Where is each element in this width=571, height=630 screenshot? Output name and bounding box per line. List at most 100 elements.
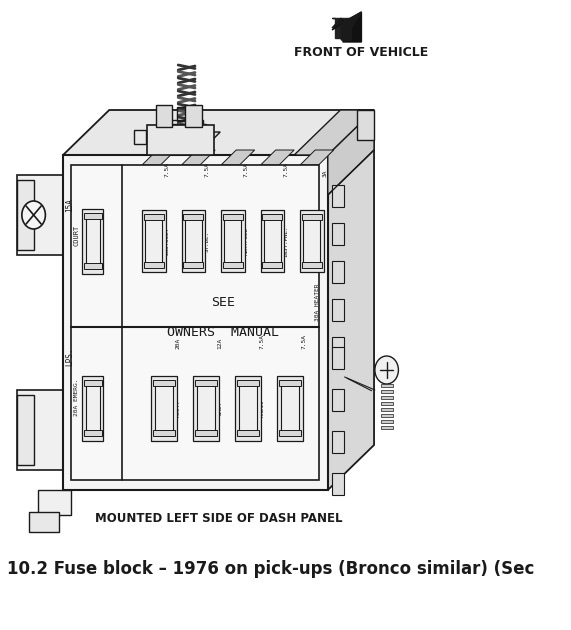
Bar: [221, 210, 244, 272]
Bar: [171, 120, 203, 128]
Polygon shape: [332, 12, 361, 40]
Bar: [332, 389, 344, 411]
Bar: [153, 430, 175, 436]
Text: 20A EMERG.: 20A EMERG.: [74, 378, 79, 416]
Bar: [332, 337, 344, 359]
Bar: [144, 262, 164, 268]
Bar: [84, 263, 102, 269]
Bar: [164, 128, 210, 146]
Text: LPS.: LPS.: [65, 348, 74, 366]
Bar: [381, 408, 392, 411]
Bar: [17, 175, 66, 255]
Bar: [381, 384, 392, 387]
Bar: [86, 384, 100, 433]
Bar: [381, 402, 392, 405]
Bar: [84, 380, 102, 386]
Bar: [82, 209, 103, 274]
Text: ST.BL.: ST.BL.: [204, 231, 210, 251]
Text: 7.5A: 7.5A: [244, 162, 249, 177]
Bar: [381, 414, 392, 417]
Bar: [235, 376, 260, 441]
Bar: [194, 376, 219, 441]
Bar: [300, 210, 324, 272]
Text: SEE: SEE: [211, 295, 235, 309]
Bar: [195, 430, 217, 436]
Bar: [332, 223, 344, 245]
Bar: [237, 430, 259, 436]
Polygon shape: [300, 150, 333, 165]
Text: MOUNTED LEFT SIDE OF DASH PANEL: MOUNTED LEFT SIDE OF DASH PANEL: [95, 512, 342, 525]
Polygon shape: [221, 150, 255, 165]
Bar: [155, 105, 172, 127]
Bar: [224, 218, 241, 264]
Bar: [332, 185, 344, 207]
Text: INST.PNL.: INST.PNL.: [283, 226, 288, 257]
Circle shape: [22, 201, 45, 229]
Bar: [223, 214, 243, 220]
Bar: [279, 380, 301, 386]
Bar: [135, 130, 146, 144]
Bar: [185, 218, 202, 264]
Bar: [63, 155, 328, 490]
Bar: [17, 390, 66, 470]
Polygon shape: [332, 12, 361, 42]
Bar: [185, 105, 202, 127]
Text: 7.5A: 7.5A: [302, 334, 307, 349]
Bar: [86, 217, 100, 266]
Bar: [262, 214, 283, 220]
Bar: [153, 380, 175, 386]
Bar: [168, 124, 206, 132]
Text: 7.5A: 7.5A: [204, 162, 210, 177]
Bar: [301, 214, 322, 220]
Bar: [155, 384, 173, 433]
Bar: [381, 390, 392, 393]
Text: 30A HEATER: 30A HEATER: [315, 284, 320, 321]
Bar: [381, 420, 392, 423]
Text: 15A: 15A: [65, 198, 74, 212]
Bar: [381, 426, 392, 429]
Bar: [84, 430, 102, 436]
Polygon shape: [142, 150, 176, 165]
Bar: [183, 262, 203, 268]
Bar: [195, 380, 217, 386]
Polygon shape: [294, 110, 374, 155]
Bar: [82, 376, 103, 441]
Text: BAL.: BAL.: [218, 401, 223, 415]
Bar: [71, 165, 319, 480]
Polygon shape: [328, 110, 374, 490]
Polygon shape: [357, 110, 374, 140]
Bar: [303, 218, 320, 264]
Text: 12A: 12A: [218, 338, 223, 349]
Bar: [332, 299, 344, 321]
Bar: [281, 384, 299, 433]
Bar: [196, 384, 215, 433]
Bar: [237, 380, 259, 386]
Bar: [182, 210, 205, 272]
Bar: [260, 210, 284, 272]
Text: ACCY.: ACCY.: [176, 399, 180, 417]
Text: FRONT OF VEHICLE: FRONT OF VEHICLE: [294, 45, 429, 59]
Bar: [17, 180, 34, 250]
Bar: [279, 430, 301, 436]
Bar: [332, 261, 344, 283]
Polygon shape: [63, 110, 374, 155]
Bar: [262, 262, 283, 268]
Polygon shape: [155, 132, 220, 155]
Bar: [151, 376, 176, 441]
Text: 20A: 20A: [176, 338, 180, 349]
Text: OWNERS  MANUAL: OWNERS MANUAL: [167, 326, 279, 338]
Text: 3A: 3A: [323, 169, 328, 177]
Text: RADIO: RADIO: [260, 399, 265, 417]
Circle shape: [375, 356, 399, 384]
Bar: [142, 210, 166, 272]
Text: 7.5A: 7.5A: [283, 162, 288, 177]
Bar: [144, 214, 164, 220]
Bar: [332, 431, 344, 453]
Bar: [176, 107, 188, 121]
Bar: [147, 125, 214, 155]
Bar: [239, 384, 257, 433]
Bar: [183, 214, 203, 220]
Bar: [332, 347, 344, 369]
Text: ENG.SOL.: ENG.SOL.: [165, 227, 170, 255]
Bar: [223, 262, 243, 268]
